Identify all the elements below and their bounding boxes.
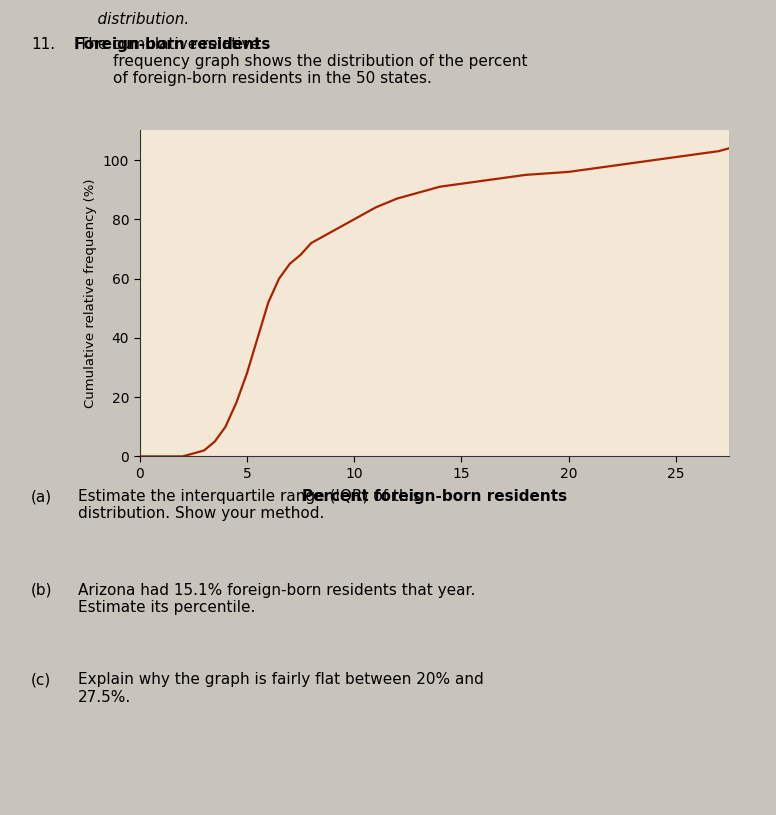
Text: Foreign-born residents: Foreign-born residents bbox=[74, 37, 270, 51]
Y-axis label: Cumulative relative frequency (%): Cumulative relative frequency (%) bbox=[85, 178, 97, 408]
Text: 11.: 11. bbox=[31, 37, 55, 51]
Text: Arizona had 15.1% foreign-born residents that year.
Estimate its percentile.: Arizona had 15.1% foreign-born residents… bbox=[78, 583, 475, 615]
X-axis label: Percent foreign-born residents: Percent foreign-born residents bbox=[302, 489, 567, 504]
Text: The cumulative relative
        frequency graph shows the distribution of the pe: The cumulative relative frequency graph … bbox=[74, 37, 527, 86]
Text: (c): (c) bbox=[31, 672, 51, 687]
Text: Explain why the graph is fairly flat between 20% and
27.5%.: Explain why the graph is fairly flat bet… bbox=[78, 672, 483, 705]
Text: (b): (b) bbox=[31, 583, 53, 597]
Text: Estimate the interquartile range (IQR) of this
distribution. Show your method.: Estimate the interquartile range (IQR) o… bbox=[78, 489, 421, 522]
Text: distribution.: distribution. bbox=[78, 12, 189, 27]
Text: (a): (a) bbox=[31, 489, 52, 504]
